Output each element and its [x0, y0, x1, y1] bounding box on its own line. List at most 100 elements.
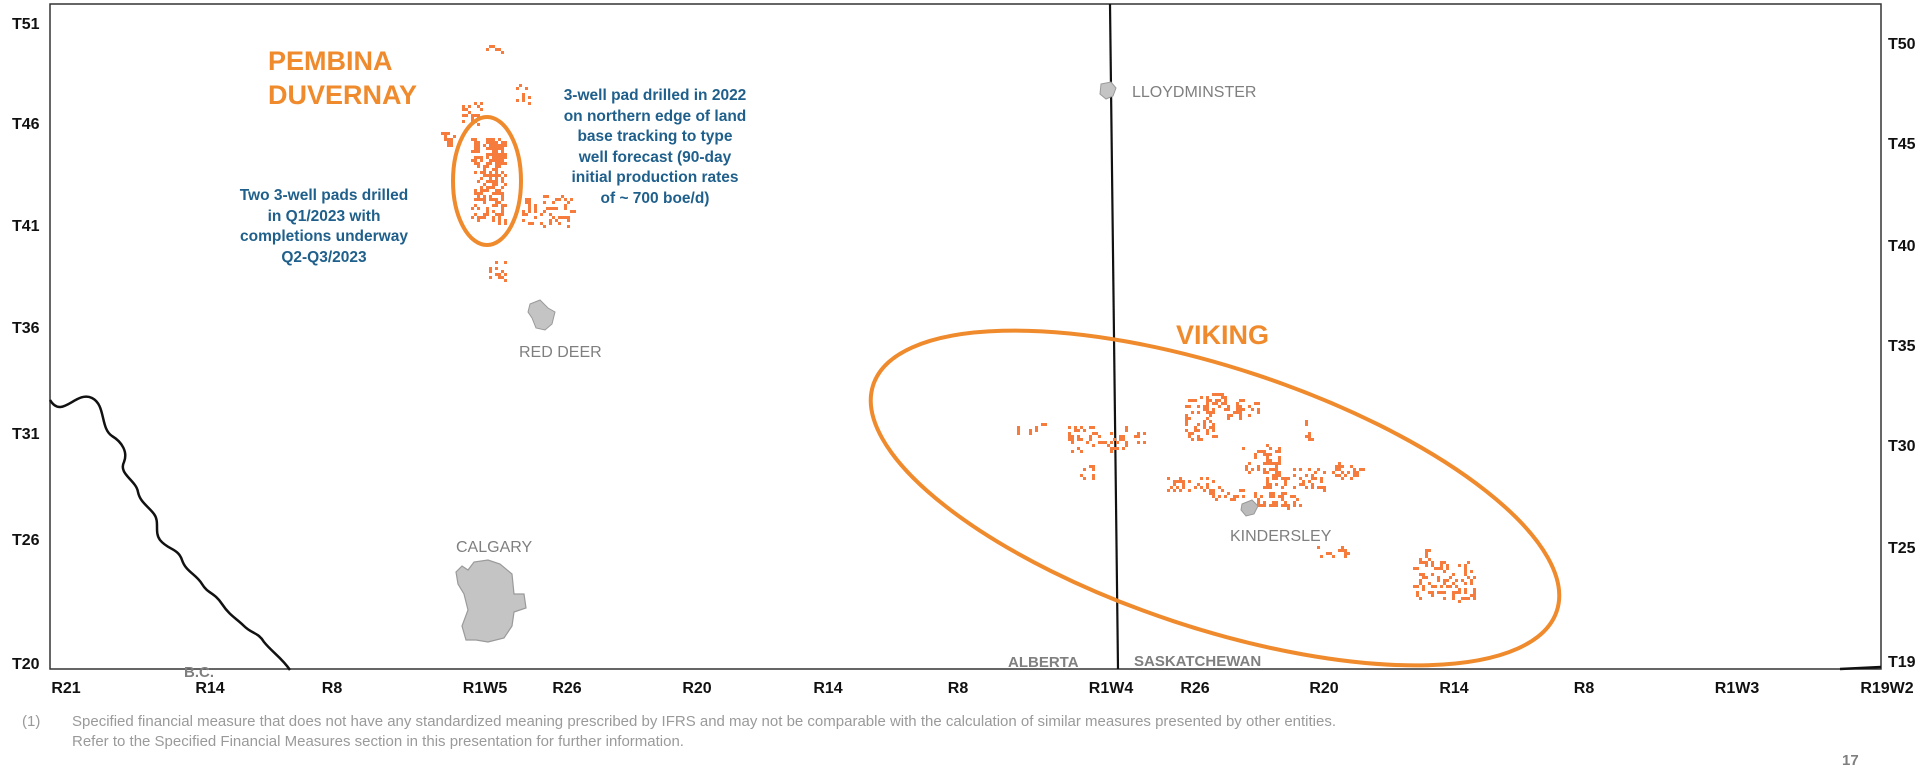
land-parcel [1260, 495, 1263, 498]
bc-border-line [48, 395, 292, 671]
land-parcel [546, 195, 549, 198]
land-parcel [447, 138, 450, 141]
land-parcel [504, 153, 507, 156]
land-parcel [1470, 570, 1473, 573]
land-parcel [480, 189, 483, 192]
land-parcel [462, 114, 465, 117]
land-parcel [1284, 483, 1287, 486]
land-parcel [1263, 501, 1266, 504]
land-parcel [489, 138, 492, 141]
province-label-bc: B.C. [184, 664, 214, 681]
land-parcel [489, 186, 492, 189]
land-parcel [1257, 501, 1260, 504]
land-parcel [1116, 441, 1119, 444]
land-parcel [1281, 486, 1284, 489]
land-parcel [1413, 567, 1416, 570]
land-parcel [1350, 477, 1353, 480]
land-parcel [1041, 423, 1044, 426]
land-parcel [1212, 480, 1215, 483]
land-parcel [462, 105, 465, 108]
land-parcel [528, 210, 531, 213]
land-parcel [528, 201, 531, 204]
land-parcel [1317, 546, 1320, 549]
land-parcel [1467, 576, 1470, 579]
land-parcel [1443, 579, 1446, 582]
land-parcel [474, 114, 477, 117]
land-parcel [1182, 480, 1185, 483]
land-parcel [477, 147, 480, 150]
land-parcel [534, 216, 537, 219]
land-parcel [474, 192, 477, 195]
land-parcel [1335, 468, 1338, 471]
land-parcel [1017, 429, 1020, 432]
land-parcel [501, 192, 504, 195]
land-parcel [453, 135, 456, 138]
land-parcel [1203, 405, 1206, 408]
land-parcel [1191, 399, 1194, 402]
land-parcel [1269, 468, 1272, 471]
kindersley-town-shape [1240, 499, 1259, 517]
land-parcel [474, 159, 477, 162]
land-parcel [546, 207, 549, 210]
land-parcel [1074, 426, 1077, 429]
land-parcel [1434, 567, 1437, 570]
land-parcel [492, 198, 495, 201]
land-parcel [495, 174, 498, 177]
range-label: R20 [682, 680, 712, 697]
land-parcel [528, 222, 531, 225]
land-parcel [480, 156, 483, 159]
land-parcel [441, 132, 444, 135]
land-parcel [1266, 477, 1269, 480]
land-parcel [1071, 435, 1074, 438]
land-parcel [1215, 399, 1218, 402]
land-parcel [1203, 408, 1206, 411]
land-parcel [1248, 405, 1251, 408]
callout-line: Q2-Q3/2023 [281, 248, 367, 266]
land-parcel [495, 189, 498, 192]
land-parcel [1461, 579, 1464, 582]
land-parcel [504, 204, 507, 207]
land-parcel [1203, 489, 1206, 492]
land-parcel [495, 273, 498, 276]
land-parcel [1263, 504, 1266, 507]
land-parcel [1239, 408, 1242, 411]
land-parcel [1188, 432, 1191, 435]
land-parcel [534, 204, 537, 207]
callout-line: 3-well pad drilled in 2022 [563, 87, 747, 104]
land-parcel [504, 144, 507, 147]
land-parcel [1308, 438, 1311, 441]
land-parcel [1206, 405, 1209, 408]
land-parcel [1416, 594, 1419, 597]
land-parcel [1275, 477, 1278, 480]
land-parcel [522, 219, 525, 222]
land-parcel [1443, 597, 1446, 600]
land-parcel [1242, 408, 1245, 411]
land-parcel [1206, 483, 1209, 486]
land-parcel [471, 114, 474, 117]
land-parcel [1446, 567, 1449, 570]
land-parcel [1095, 432, 1098, 435]
land-parcel [549, 207, 552, 210]
land-parcel [492, 144, 495, 147]
land-parcel [1209, 411, 1212, 414]
township-label: T40 [1888, 238, 1916, 255]
land-parcel [492, 174, 495, 177]
land-parcel [1431, 591, 1434, 594]
land-parcel [1203, 420, 1206, 423]
land-parcel [1185, 417, 1188, 420]
land-parcel [525, 201, 528, 204]
land-parcel [474, 171, 477, 174]
land-parcel [1269, 483, 1272, 486]
land-parcel [528, 198, 531, 201]
land-parcel [1233, 495, 1236, 498]
land-parcel [483, 213, 486, 216]
land-parcel [1197, 435, 1200, 438]
land-parcel [1179, 489, 1182, 492]
footnote-line: Specified financial measure that does no… [72, 713, 1337, 730]
land-parcel [1473, 591, 1476, 594]
land-parcel [501, 162, 504, 165]
land-parcel [516, 87, 519, 90]
township-label: T50 [1888, 36, 1916, 53]
land-parcel [1344, 474, 1347, 477]
land-parcel [1212, 393, 1215, 396]
